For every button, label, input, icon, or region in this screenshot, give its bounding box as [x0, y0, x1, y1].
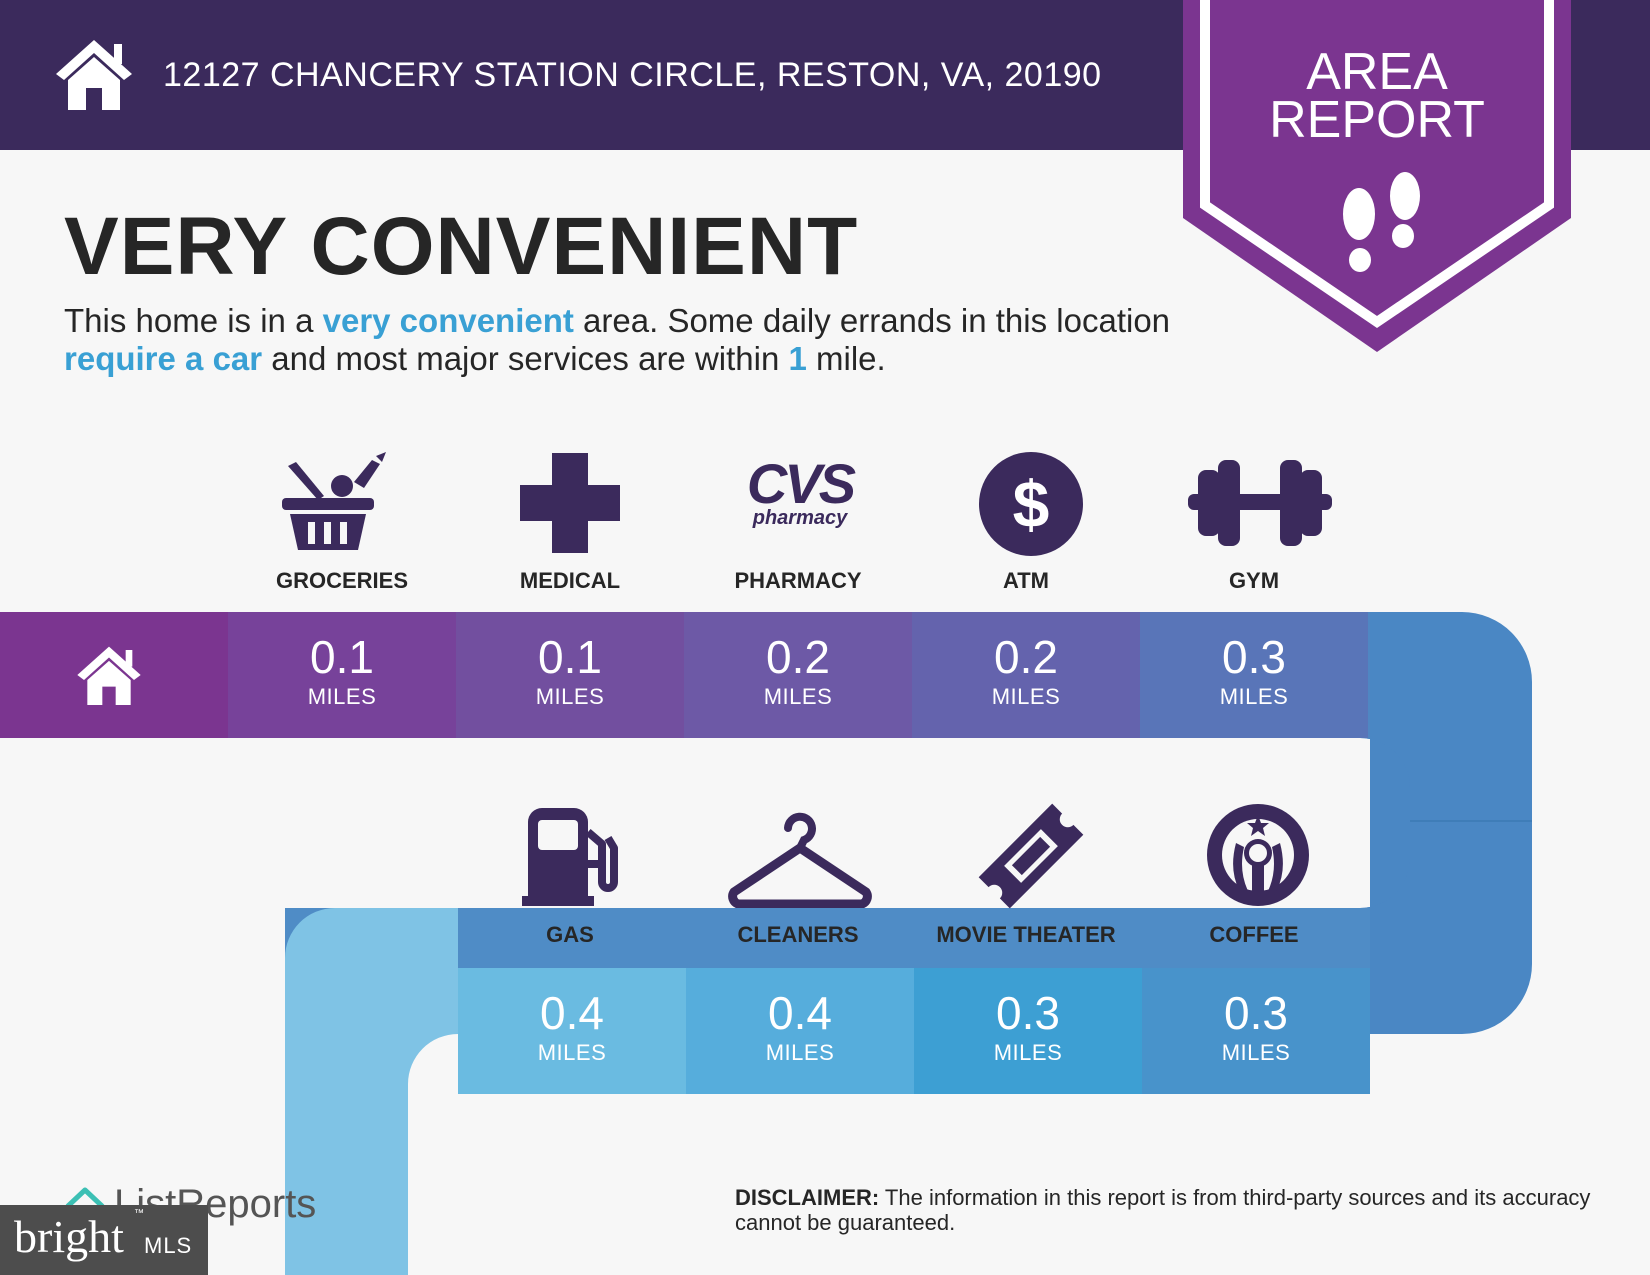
summary-highlight: very convenient — [322, 302, 574, 339]
distance-cell-cleaners: 0.4 MILES — [686, 968, 914, 1094]
dollar-icon: $ — [979, 452, 1083, 556]
distance-value: 0.4 — [768, 987, 832, 1039]
distance-value: 0.4 — [540, 987, 604, 1039]
disclaimer-label: DISCLAIMER: — [735, 1185, 880, 1210]
distance-cell-coffee: 0.3 MILES — [1142, 968, 1370, 1094]
category-label: MEDICAL — [519, 568, 621, 593]
distance-unit: MILES — [537, 1040, 607, 1065]
starbucks-logo — [1207, 804, 1309, 906]
distance-unit: MILES — [765, 1040, 835, 1065]
bright-mls-badge — [0, 1205, 208, 1275]
summary-text: area. Some daily errands in this locatio… — [573, 302, 1171, 339]
convenience-summary: This home is in a very convenient area. … — [64, 302, 1184, 378]
distance-value: 0.2 — [994, 631, 1058, 683]
cvs-logo-subtext: pharmacy — [752, 507, 848, 529]
house-icon — [77, 646, 141, 705]
distance-unit: MILES — [763, 684, 833, 709]
area-report-title: AREA REPORT — [1183, 43, 1571, 149]
distance-value: 0.3 — [996, 987, 1060, 1039]
summary-text: and most major services are within — [262, 340, 789, 377]
distance-unit: MILES — [1221, 1040, 1291, 1065]
bright-logo-text: bright — [14, 1211, 124, 1262]
distance-value: 0.1 — [538, 631, 602, 683]
summary-text: This home is in a — [64, 302, 323, 339]
distance-unit: MILES — [991, 684, 1061, 709]
cvs-pharmacy-logo: CVS pharmacy — [730, 452, 870, 529]
category-label: COFFEE — [1209, 922, 1299, 947]
grocery-basket-icon — [282, 452, 386, 550]
distance-cell-groceries: 0.1 MILES — [228, 612, 456, 738]
distance-unit: MILES — [307, 684, 377, 709]
hanger-icon — [728, 812, 872, 908]
category-label: GYM — [1228, 568, 1280, 593]
summary-text: mile. — [806, 340, 886, 377]
category-label: GROCERIES — [275, 568, 409, 593]
category-label: CLEANERS — [737, 922, 859, 947]
distance-value: 0.2 — [766, 631, 830, 683]
distance-cell-medical: 0.1 MILES — [456, 612, 684, 738]
category-label: MOVIE THEATER — [936, 922, 1116, 947]
trademark-mark: ™ — [134, 1208, 144, 1219]
gas-pump-icon — [522, 808, 618, 906]
home-cell — [0, 612, 228, 738]
distance-unit: MILES — [1219, 684, 1289, 709]
badge-line-2: REPORT — [1269, 91, 1485, 149]
distance-cell-gym: 0.3 MILES — [1140, 612, 1368, 738]
property-address: 12127 CHANCERY STATION CIRCLE, RESTON, V… — [163, 56, 1102, 94]
distance-cell-movie-theater: 0.3 MILES — [914, 968, 1142, 1094]
disclaimer-text: The information in this report is from t… — [735, 1185, 1591, 1235]
dumbbell-icon — [1188, 460, 1332, 546]
house-icon — [56, 40, 132, 110]
distance-value: 0.1 — [310, 631, 374, 683]
category-label: GAS — [546, 922, 594, 947]
cvs-logo-text: CVS — [746, 452, 856, 515]
medical-cross-icon — [520, 453, 620, 553]
convenience-headline: VERY CONVENIENT — [64, 201, 859, 292]
distance-unit: MILES — [535, 684, 605, 709]
distance-cell-pharmacy: 0.2 MILES — [684, 612, 912, 738]
dollar-sign: $ — [1012, 467, 1050, 541]
distance-cell-atm: 0.2 MILES — [912, 612, 1140, 738]
footprints-icon — [1343, 172, 1420, 272]
distance-unit: MILES — [993, 1040, 1063, 1065]
area-report-badge — [1183, 0, 1571, 352]
badge-line-1: AREA — [1306, 43, 1448, 101]
disclaimer: DISCLAIMER: The information in this repo… — [735, 1185, 1595, 1235]
distance-cell-gas: 0.4 MILES — [458, 968, 686, 1094]
distance-value: 0.3 — [1222, 631, 1286, 683]
mls-logo-text: MLS — [144, 1233, 193, 1258]
summary-highlight: require a car — [64, 340, 263, 377]
distance-value: 0.3 — [1224, 987, 1288, 1039]
summary-highlight: 1 — [788, 340, 807, 377]
category-label: ATM — [1002, 568, 1050, 593]
category-label: PHARMACY — [734, 568, 862, 593]
ticket-icon — [978, 803, 1084, 909]
